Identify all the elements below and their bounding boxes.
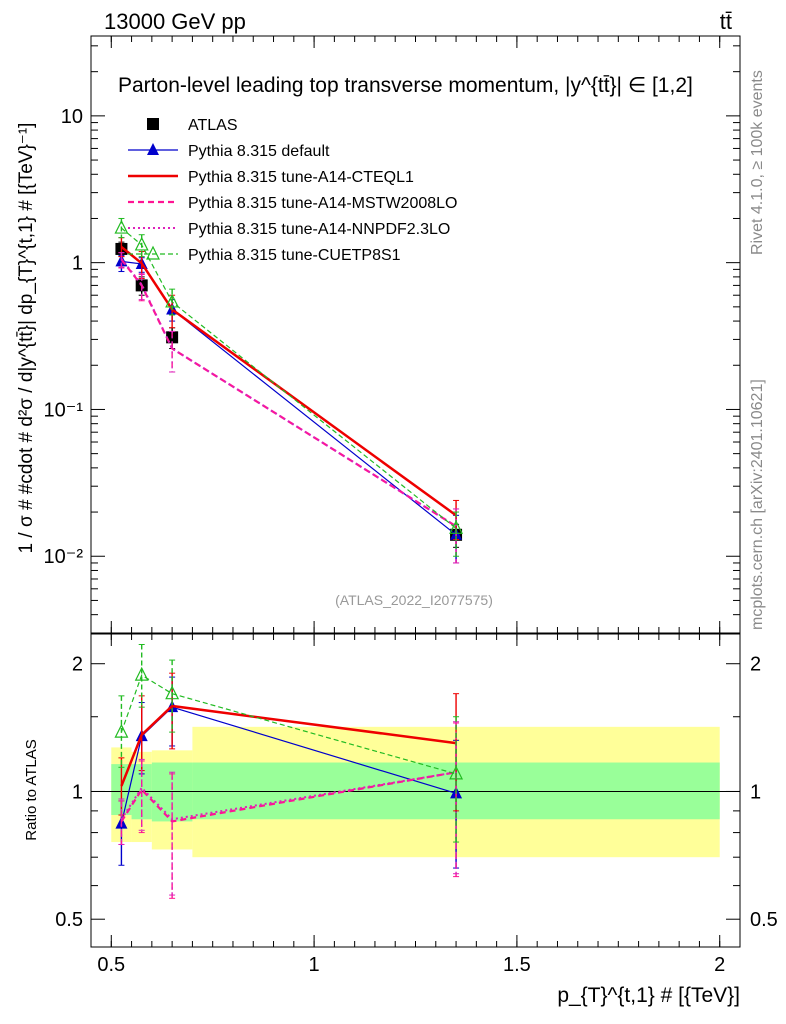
ratio-y-tick-label-left: 1 [72,781,83,803]
ratio-uncertainty-bands [111,726,720,858]
x-tick-label: 1 [309,954,320,976]
main-series-5-marker [165,293,180,308]
legend-label-2: Pythia 8.315 tune-A14-CTEQL1 [188,169,414,186]
legend-label-4: Pythia 8.315 tune-A14-NNPDF2.3LO [188,221,450,238]
ratio-y-tick-label-left: 0.5 [55,909,83,931]
legend-label-0: ATLAS [188,117,238,134]
axis-ticks [90,36,740,947]
ratio-series-4-line [120,674,457,775]
ratio-y-axis-label: Ratio to ATLAS [23,739,40,840]
main-series-5-marker [134,236,149,251]
mcplots-source-label: mcplots.cern.ch [arXiv:2401.10621] [749,379,766,630]
chart-title: Parton-level leading top transverse mome… [118,74,693,97]
main-series-4-line [120,258,457,528]
y-tick-label: 10 [61,106,83,128]
x-tick-label: 1.5 [503,954,531,976]
main-series-5-marker [449,519,464,534]
x-tick-label: 0.5 [97,954,125,976]
ratio-series-4-marker [114,723,129,738]
tick-labels: 0.5 1 1.5 2 10⁻² 10⁻¹ 1 10 0.5 0.5 1 1 2 2 [44,106,778,976]
ratio-y-tick-label-right: 0.5 [750,909,778,931]
y-axis-label: 1 / σ # #cdot # d²σ / d|y^{tt̄}| dp_{T}^… [16,123,37,554]
main-series-2-line [120,245,457,517]
ratio-series-3-line [120,771,457,821]
ratio-y-tick-label-right: 1 [750,781,761,803]
main-series-5-marker [114,219,129,234]
analysis-watermark: (ATLAS_2022_I2077575) [335,592,493,608]
ratio-y-tick-label-left: 2 [72,654,83,676]
y-tick-label: 1 [72,253,83,275]
ratio-series-1-line [120,704,457,787]
ratio-series-2-line [120,771,457,823]
legend-label-5: Pythia 8.315 tune-CUETP8S1 [188,247,401,264]
y-tick-label: 10⁻¹ [44,399,84,421]
legend-label-1: Pythia 8.315 default [188,143,330,160]
x-axis-label: p_{T}^{t,1} # [{TeV}] [557,984,740,1007]
legend-label-3: Pythia 8.315 tune-A14-MSTW2008LO [188,195,457,212]
ratio-series-4-marker [449,765,464,780]
ratio-y-tick-label-right: 2 [750,654,761,676]
y-tick-label: 10⁻² [44,546,84,568]
x-tick-label: 2 [714,954,725,976]
rivet-version-label: Rivet 4.1.0, ≥ 100k events [749,70,766,255]
legend: ATLAS Pythia 8.315 default Pythia 8.315 tu… [128,117,457,264]
process-label: tt̄ [720,9,732,34]
main-series [114,217,464,564]
ratio-series-4-marker [134,666,149,681]
legend-1-marker [147,143,159,155]
ratio-series [114,643,464,899]
legend-0-marker [147,118,159,130]
main-series-5-line [121,227,457,529]
ratio-series-4-marker [165,685,180,700]
legend-5-marker [146,245,160,260]
energy-label: 13000 GeV pp [104,9,246,34]
